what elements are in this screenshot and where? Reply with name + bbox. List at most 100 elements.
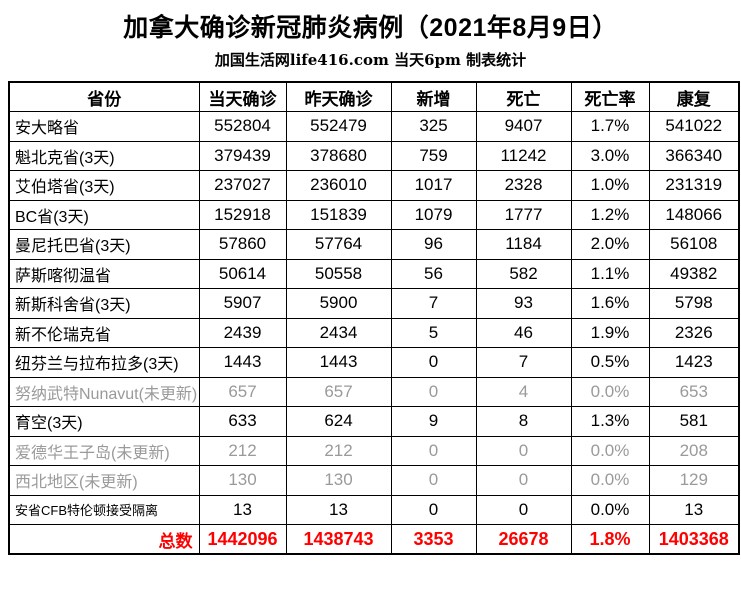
today-cell: 1443	[198, 347, 287, 378]
death-rate-cell: 1.2%	[570, 199, 650, 230]
death-rate-cell: 1.0%	[570, 170, 650, 201]
recovered-cell: 129	[648, 465, 740, 496]
yesterday-cell: 552479	[285, 111, 392, 142]
recovered-cell: 5798	[648, 288, 740, 319]
province-cell: BC省(3天)	[8, 199, 200, 230]
deaths-cell: 1777	[475, 199, 572, 230]
deaths-cell: 9407	[475, 111, 572, 142]
page-subtitle: 加国生活网life416.com 当天6pm 制表统计	[214, 51, 527, 69]
column-header-province: 省份	[8, 81, 200, 112]
death-rate-cell: 1.7%	[570, 111, 650, 142]
deaths-cell: 0	[475, 494, 572, 525]
column-header-deaths: 死亡	[475, 81, 572, 112]
today-cell: 237027	[198, 170, 287, 201]
table-row: 艾伯塔省(3天) 237027 236010 1017 2328 1.0% 231319	[8, 170, 740, 201]
deaths-cell: 2328	[475, 170, 572, 201]
yesterday-cell: 657	[285, 376, 392, 407]
death-rate-cell: 1.3%	[570, 406, 650, 437]
death-rate-cell: 0.5%	[570, 347, 650, 378]
table-row: 纽芬兰与拉布拉多(3天) 1443 1443 0 7 0.5% 1423	[8, 347, 740, 378]
deaths-cell: 93	[475, 288, 572, 319]
yesterday-cell: 50558	[285, 258, 392, 289]
death-rate-cell: 1.9%	[570, 317, 650, 348]
column-header-recovered: 康复	[648, 81, 740, 112]
deaths-cell: 7	[475, 347, 572, 378]
today-cell: 50614	[198, 258, 287, 289]
deaths-cell: 582	[475, 258, 572, 289]
table-body: 安大略省 552804 552479 325 9407 1.7% 541022 魁北克省(3天…	[8, 111, 740, 555]
table-row: 魁北克省(3天) 379439 378680 759 11242 3.0% 366340	[8, 140, 740, 171]
table-total-row: 总数 1442096 1438743 3353 26678 1.8% 1403368	[8, 524, 740, 555]
column-header-death-rate: 死亡率	[570, 81, 650, 112]
new-cases-cell: 0	[390, 494, 477, 525]
table-row: 萨斯喀彻温省 50614 50558 56 582 1.1% 49382	[8, 258, 740, 289]
new-cases-cell: 0	[390, 465, 477, 496]
today-cell: 379439	[198, 140, 287, 171]
deaths-cell: 4	[475, 376, 572, 407]
covid-report-page: 加拿大确诊新冠肺炎病例（2021年8月9日） 加国生活网life416.com …	[0, 8, 741, 555]
table-row: 育空(3天) 633 624 9 8 1.3% 581	[8, 406, 740, 437]
table-row: 安大略省 552804 552479 325 9407 1.7% 541022	[8, 111, 740, 142]
today-cell: 657	[198, 376, 287, 407]
province-cell: 艾伯塔省(3天)	[8, 170, 200, 201]
new-cases-cell: 325	[390, 111, 477, 142]
recovered-cell: 1423	[648, 347, 740, 378]
recovered-cell: 581	[648, 406, 740, 437]
table-row: 爱德华王子岛(未更新) 212 212 0 0 0.0% 208	[8, 435, 740, 466]
recovered-cell: 148066	[648, 199, 740, 230]
today-cell: 13	[198, 494, 287, 525]
province-cell: 育空(3天)	[8, 406, 200, 437]
new-cases-cell: 1017	[390, 170, 477, 201]
new-cases-cell: 3353	[390, 524, 477, 555]
province-cell: 魁北克省(3天)	[8, 140, 200, 171]
province-cell: 新不伦瑞克省	[8, 317, 200, 348]
yesterday-cell: 1438743	[285, 524, 392, 555]
yesterday-cell: 236010	[285, 170, 392, 201]
table-row: 努纳武特Nunavut(未更新) 657 657 0 4 0.0% 653	[8, 376, 740, 407]
covid-stats-table: 省份 当天确诊 昨天确诊 新增 死亡 死亡率 康复 安大略省 552804 5524…	[8, 81, 740, 555]
yesterday-cell: 130	[285, 465, 392, 496]
yesterday-cell: 1443	[285, 347, 392, 378]
death-rate-cell: 0.0%	[570, 465, 650, 496]
recovered-cell: 541022	[648, 111, 740, 142]
page-title: 加拿大确诊新冠肺炎病例（2021年8月9日）	[123, 14, 618, 42]
column-header-new-cases: 新增	[390, 81, 477, 112]
new-cases-cell: 759	[390, 140, 477, 171]
recovered-cell: 208	[648, 435, 740, 466]
today-cell: 633	[198, 406, 287, 437]
province-cell: 努纳武特Nunavut(未更新)	[8, 376, 200, 407]
death-rate-cell: 2.0%	[570, 229, 650, 260]
yesterday-cell: 151839	[285, 199, 392, 230]
deaths-cell: 0	[475, 465, 572, 496]
province-cell: 曼尼托巴省(3天)	[8, 229, 200, 260]
today-cell: 57860	[198, 229, 287, 260]
new-cases-cell: 56	[390, 258, 477, 289]
recovered-cell: 56108	[648, 229, 740, 260]
death-rate-cell: 0.0%	[570, 494, 650, 525]
today-cell: 552804	[198, 111, 287, 142]
table-row: BC省(3天) 152918 151839 1079 1777 1.2% 148066	[8, 199, 740, 230]
new-cases-cell: 0	[390, 347, 477, 378]
new-cases-cell: 0	[390, 376, 477, 407]
recovered-cell: 366340	[648, 140, 740, 171]
table-row: 曼尼托巴省(3天) 57860 57764 96 1184 2.0% 56108	[8, 229, 740, 260]
death-rate-cell: 0.0%	[570, 376, 650, 407]
province-cell: 新斯科舍省(3天)	[8, 288, 200, 319]
yesterday-cell: 378680	[285, 140, 392, 171]
table-header-row: 省份 当天确诊 昨天确诊 新增 死亡 死亡率 康复	[8, 81, 740, 112]
deaths-cell: 11242	[475, 140, 572, 171]
province-cell: 爱德华王子岛(未更新)	[8, 435, 200, 466]
new-cases-cell: 1079	[390, 199, 477, 230]
today-cell: 1442096	[198, 524, 287, 555]
yesterday-cell: 13	[285, 494, 392, 525]
province-cell: 萨斯喀彻温省	[8, 258, 200, 289]
table-row: 新斯科舍省(3天) 5907 5900 7 93 1.6% 5798	[8, 288, 740, 319]
today-cell: 2439	[198, 317, 287, 348]
province-cell: 总数	[8, 524, 200, 555]
today-cell: 212	[198, 435, 287, 466]
yesterday-cell: 212	[285, 435, 392, 466]
recovered-cell: 1403368	[648, 524, 740, 555]
deaths-cell: 46	[475, 317, 572, 348]
province-cell: 安省CFB特伦顿接受隔离	[8, 494, 200, 525]
today-cell: 130	[198, 465, 287, 496]
